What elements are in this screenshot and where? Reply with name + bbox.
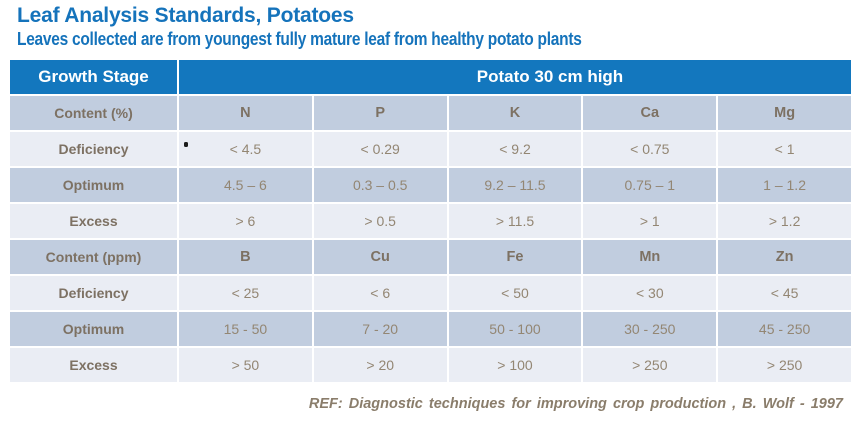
potato-30cm-header-cell: Potato 30 cm high [177, 58, 853, 96]
value-cell: 4.5 – 6 [177, 166, 314, 204]
column-header-cell: Zn [716, 238, 853, 276]
value-cell: > 250 [716, 346, 853, 384]
row-label-excess: Excess [8, 202, 179, 240]
column-header-cell: Ca [581, 94, 719, 132]
value-cell: > 6 [177, 202, 314, 240]
table-row: Optimum 15 - 50 7 - 20 50 - 100 30 - 250 45 -… [8, 310, 853, 348]
table-row: Optimum 4.5 – 6 0.3 – 0.5 9.2 – 11.5 0.75 – … [8, 166, 853, 204]
table-row: Excess > 6 > 0.5 > 11.5 > 1 > 1.2 [8, 202, 853, 240]
page-title: Leaf Analysis Standards, Potatoes [17, 4, 354, 27]
row-label-excess: Excess [8, 346, 179, 384]
value-cell: > 250 [581, 346, 719, 384]
value-cell: < 1 [716, 130, 853, 168]
value-cell: > 1 [581, 202, 719, 240]
column-header-cell: Fe [446, 238, 584, 276]
row-label-deficiency: Deficiency [8, 274, 179, 312]
row-label-deficiency: Deficiency [8, 130, 179, 168]
page-subtitle: Leaves collected are from youngest fully… [17, 29, 582, 49]
value-cell: 0.3 – 0.5 [311, 166, 449, 204]
table-row: Content (%) N P K Ca Mg [8, 94, 853, 132]
value-cell: < 25 [177, 274, 314, 312]
value-cell: > 20 [311, 346, 449, 384]
value-cell: > 50 [177, 346, 314, 384]
value-cell: 1 – 1.2 [716, 166, 853, 204]
stray-ink-dot [184, 142, 188, 147]
column-header-cell: B [177, 238, 314, 276]
value-cell: < 30 [581, 274, 719, 312]
table-row: Excess > 50 > 20 > 100 > 250 > 250 [8, 346, 853, 384]
value-cell: > 1.2 [716, 202, 853, 240]
value-cell: 45 - 250 [716, 310, 853, 348]
leaf-analysis-table: Growth Stage Potato 30 cm high Content (… [8, 58, 853, 384]
column-header-cell: Mg [716, 94, 853, 132]
value-cell: 9.2 – 11.5 [446, 166, 584, 204]
value-cell: 15 - 50 [177, 310, 314, 348]
value-cell: < 50 [446, 274, 584, 312]
column-header-cell: K [446, 94, 584, 132]
value-cell: 30 - 250 [581, 310, 719, 348]
table-row: Deficiency < 4.5 < 0.29 < 9.2 < 0.75 < 1 [8, 130, 853, 168]
column-header-cell: Mn [581, 238, 719, 276]
value-cell: 7 - 20 [311, 310, 449, 348]
row-label-optimum: Optimum [8, 166, 179, 204]
value-cell: < 0.75 [581, 130, 719, 168]
value-cell: > 11.5 [446, 202, 584, 240]
value-cell: < 0.29 [311, 130, 449, 168]
row-label-content-ppm: Content (ppm) [8, 238, 179, 276]
column-header-cell: N [177, 94, 314, 132]
value-cell: < 45 [716, 274, 853, 312]
row-label-content: Content (%) [8, 94, 179, 132]
value-cell: < 6 [311, 274, 449, 312]
reference-text: REF: Diagnostic techniques for improving… [308, 396, 843, 412]
value-cell: > 100 [446, 346, 584, 384]
column-header-cell: P [311, 94, 449, 132]
value-cell: > 0.5 [311, 202, 449, 240]
table-header-row: Growth Stage Potato 30 cm high [8, 58, 853, 96]
value-cell: < 4.5 [177, 130, 314, 168]
value-cell: 0.75 – 1 [581, 166, 719, 204]
value-cell: 50 - 100 [446, 310, 584, 348]
table-row: Content (ppm) B Cu Fe Mn Zn [8, 238, 853, 276]
table-row: Deficiency < 25 < 6 < 50 < 30 < 45 [8, 274, 853, 312]
value-cell: < 9.2 [446, 130, 584, 168]
column-header-cell: Cu [311, 238, 449, 276]
growth-stage-header-cell: Growth Stage [8, 58, 179, 96]
row-label-optimum: Optimum [8, 310, 179, 348]
